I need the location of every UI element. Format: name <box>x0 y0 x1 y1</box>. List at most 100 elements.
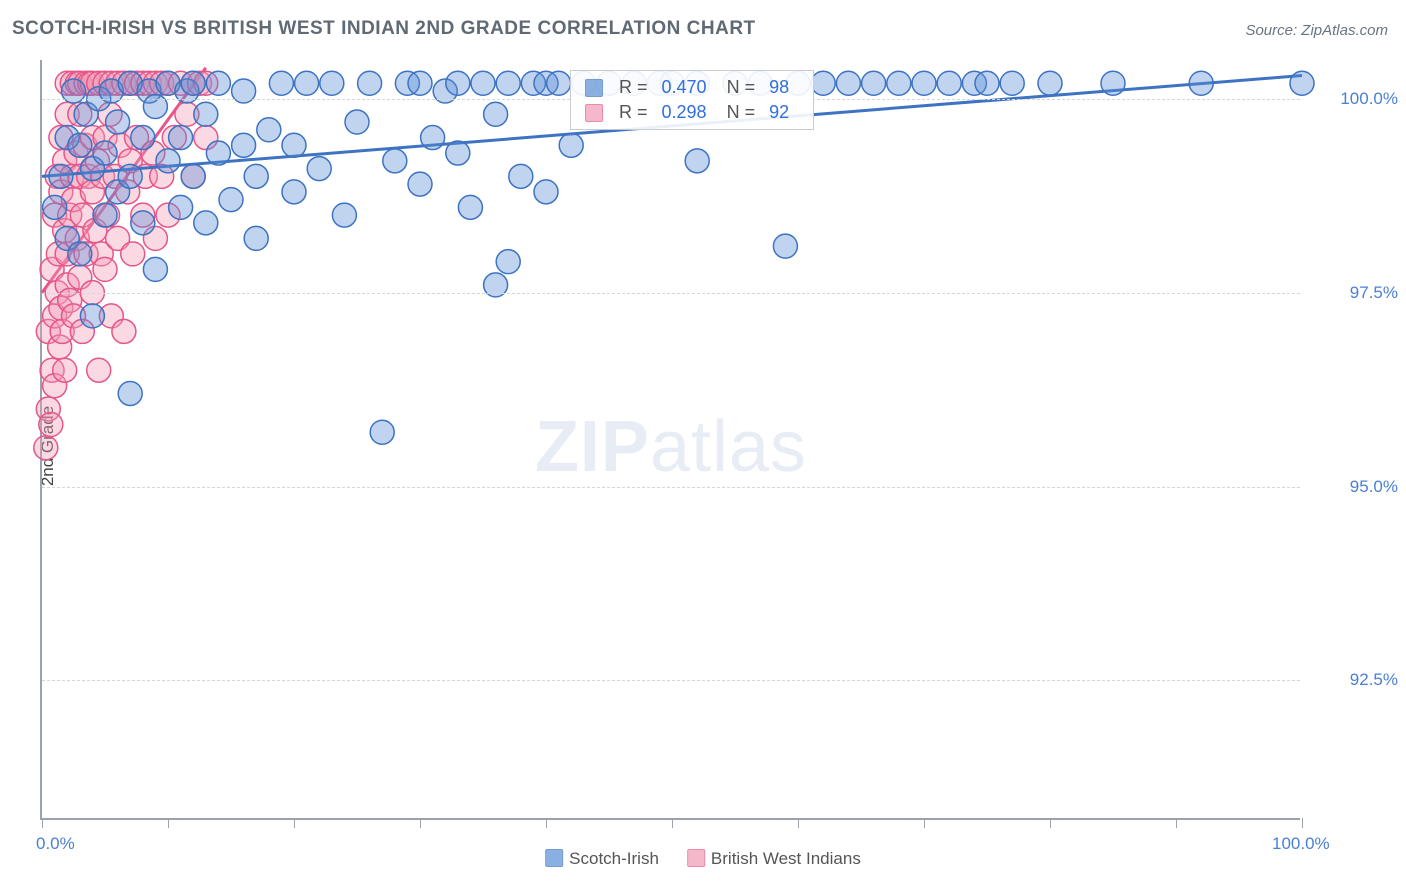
scatter-point <box>534 180 558 204</box>
scatter-point <box>370 420 394 444</box>
scatter-point <box>408 71 432 95</box>
scatter-point <box>295 71 319 95</box>
scatter-point <box>68 242 92 266</box>
scatter-point <box>194 102 218 126</box>
x-axis-start-label: 0.0% <box>36 834 75 854</box>
legend-swatch <box>687 849 705 867</box>
scatter-point <box>93 257 117 281</box>
scatter-point <box>685 149 709 173</box>
scatter-point <box>206 141 230 165</box>
scatter-point <box>169 126 193 150</box>
scatter-point <box>156 149 180 173</box>
scatter-point <box>446 141 470 165</box>
scatter-point <box>547 71 571 95</box>
scatter-point <box>49 164 73 188</box>
n-value: 92 <box>769 102 789 123</box>
scatter-point <box>1000 71 1024 95</box>
scatter-point <box>194 211 218 235</box>
correlation-row: R = 0.298 N = 92 <box>571 100 813 125</box>
scatter-point <box>118 164 142 188</box>
gridline-horizontal <box>42 680 1300 681</box>
scatter-point <box>408 172 432 196</box>
scatter-point <box>1038 71 1062 95</box>
legend-swatch <box>585 104 603 122</box>
gridline-horizontal <box>42 487 1300 488</box>
x-tick <box>42 818 43 828</box>
scatter-point <box>181 164 205 188</box>
legend-swatch <box>545 849 563 867</box>
scatter-point <box>496 71 520 95</box>
n-label: N = <box>727 77 756 98</box>
legend-bottom: Scotch-Irish British West Indians <box>545 830 861 888</box>
correlation-row: R = 0.470 N = 98 <box>571 75 813 100</box>
scatter-point <box>282 180 306 204</box>
x-tick <box>168 818 169 828</box>
scatter-point <box>471 71 495 95</box>
scatter-point <box>43 195 67 219</box>
scatter-point <box>836 71 860 95</box>
scatter-point <box>1101 71 1125 95</box>
scatter-point <box>509 164 533 188</box>
scatter-point <box>53 358 77 382</box>
scatter-point <box>496 250 520 274</box>
scatter-point <box>131 126 155 150</box>
scatter-point <box>68 133 92 157</box>
scatter-point <box>232 133 256 157</box>
scatter-point <box>862 71 886 95</box>
scatter-point <box>112 319 136 343</box>
y-tick-label: 97.5% <box>1350 283 1398 303</box>
scatter-point <box>206 71 230 95</box>
scatter-point <box>219 188 243 212</box>
chart-container: SCOTCH-IRISH VS BRITISH WEST INDIAN 2ND … <box>0 0 1406 892</box>
scatter-point <box>87 358 111 382</box>
scatter-point <box>106 110 130 134</box>
scatter-point <box>345 110 369 134</box>
chart-svg <box>42 60 1300 818</box>
legend-item: Scotch-Irish <box>545 849 659 869</box>
scatter-point <box>937 71 961 95</box>
scatter-point <box>143 257 167 281</box>
correlation-box: R = 0.470 N = 98 R = 0.298 N = 92 <box>570 70 814 130</box>
legend-item: British West Indians <box>687 849 861 869</box>
legend-label: British West Indians <box>711 849 861 868</box>
scatter-point <box>269 71 293 95</box>
n-value: 98 <box>769 77 789 98</box>
scatter-point <box>332 203 356 227</box>
scatter-point <box>912 71 936 95</box>
x-tick <box>1050 818 1051 828</box>
scatter-point <box>446 71 470 95</box>
scatter-point <box>421 126 445 150</box>
x-tick <box>1302 818 1303 828</box>
x-tick <box>924 818 925 828</box>
scatter-point <box>307 157 331 181</box>
r-label: R = <box>619 77 648 98</box>
scatter-point <box>1290 71 1314 95</box>
r-label: R = <box>619 102 648 123</box>
scatter-point <box>93 141 117 165</box>
x-tick <box>294 818 295 828</box>
scatter-point <box>80 304 104 328</box>
r-value: 0.298 <box>662 102 707 123</box>
scatter-point <box>383 149 407 173</box>
scatter-point <box>458 195 482 219</box>
chart-title: SCOTCH-IRISH VS BRITISH WEST INDIAN 2ND … <box>12 18 756 40</box>
n-label: N = <box>727 102 756 123</box>
scatter-point <box>118 381 142 405</box>
scatter-point <box>257 118 281 142</box>
legend-swatch <box>585 79 603 97</box>
x-axis-end-label: 100.0% <box>1272 834 1330 854</box>
x-tick <box>420 818 421 828</box>
scatter-point <box>93 203 117 227</box>
scatter-point <box>181 71 205 95</box>
scatter-point <box>244 226 268 250</box>
scatter-point <box>121 242 145 266</box>
scatter-point <box>811 71 835 95</box>
y-tick-label: 95.0% <box>1350 477 1398 497</box>
scatter-point <box>559 133 583 157</box>
scatter-point <box>169 195 193 219</box>
gridline-horizontal <box>42 293 1300 294</box>
r-value: 0.470 <box>662 77 707 98</box>
y-tick-label: 100.0% <box>1340 89 1398 109</box>
scatter-point <box>320 71 344 95</box>
source-label: Source: ZipAtlas.com <box>1245 22 1388 39</box>
